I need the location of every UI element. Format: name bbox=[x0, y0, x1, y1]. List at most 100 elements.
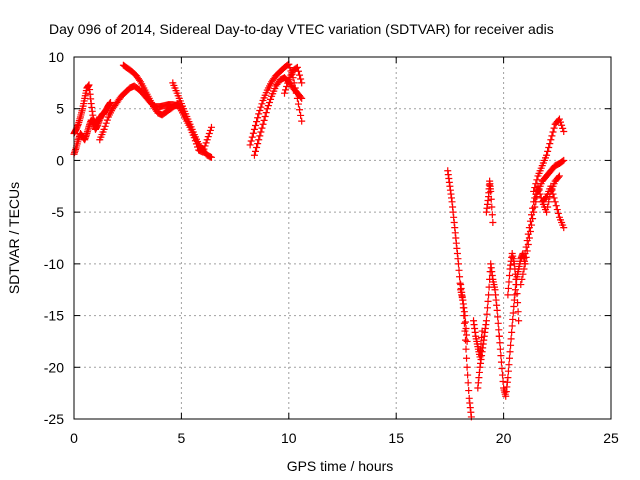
data-point-interp bbox=[559, 157, 567, 165]
data-point bbox=[463, 363, 471, 371]
data-point-interp bbox=[528, 211, 536, 219]
data-point-interp bbox=[509, 315, 517, 323]
data-point-interp bbox=[532, 180, 540, 188]
data-point-interp bbox=[262, 109, 270, 117]
data-point-interp bbox=[553, 206, 561, 214]
data-point bbox=[463, 337, 471, 345]
data-point-interp bbox=[513, 290, 521, 298]
data-point bbox=[543, 151, 551, 159]
data-point bbox=[497, 358, 505, 366]
data-point bbox=[100, 125, 108, 133]
data-point bbox=[506, 348, 514, 356]
data-point bbox=[530, 187, 538, 195]
series-satellite-h bbox=[250, 74, 306, 159]
data-point-interp bbox=[520, 265, 528, 273]
data-point-interp bbox=[464, 371, 472, 379]
data-point bbox=[560, 156, 568, 164]
series-satellite-m bbox=[482, 177, 497, 226]
data-point-interp bbox=[546, 140, 554, 148]
data-point bbox=[515, 317, 523, 325]
data-point-interp bbox=[258, 124, 266, 132]
data-point-interp bbox=[294, 100, 302, 108]
series-satellite-e bbox=[169, 79, 215, 161]
x-tick-label: 0 bbox=[70, 430, 78, 446]
data-point bbox=[551, 198, 559, 206]
y-tick-label: -25 bbox=[44, 411, 64, 427]
data-point-interp bbox=[257, 128, 265, 136]
data-point bbox=[255, 136, 263, 144]
series-satellite-j bbox=[444, 167, 475, 421]
series-satellite-f bbox=[173, 100, 215, 156]
data-point bbox=[517, 281, 525, 289]
y-axis-label: SDTVAR / TECUs bbox=[6, 182, 22, 294]
data-point bbox=[530, 198, 538, 206]
data-point bbox=[207, 123, 215, 131]
data-point-interp bbox=[518, 275, 526, 283]
x-tick-label: 25 bbox=[603, 430, 619, 446]
data-point-interp bbox=[550, 194, 558, 202]
data-point bbox=[298, 79, 306, 87]
data-point-interp bbox=[504, 284, 512, 292]
data-point-interp bbox=[257, 103, 265, 111]
data-point-interp bbox=[498, 365, 506, 373]
data-point-interp bbox=[296, 106, 304, 114]
data-point-interp bbox=[296, 71, 304, 79]
data-point bbox=[476, 353, 484, 361]
data-point-interp bbox=[558, 121, 566, 129]
data-point-interp bbox=[477, 346, 485, 354]
data-point-interp bbox=[505, 278, 513, 286]
data-point-interp bbox=[507, 341, 515, 349]
data-point-interp bbox=[524, 230, 532, 238]
data-point-interp bbox=[461, 336, 469, 344]
data-point-interp bbox=[253, 118, 261, 126]
data-point-interp bbox=[194, 143, 202, 151]
data-point-interp bbox=[509, 309, 517, 317]
data-point-interp bbox=[499, 378, 507, 386]
data-point bbox=[250, 125, 258, 133]
data-point-interp bbox=[483, 304, 491, 312]
data-point-interp bbox=[497, 352, 505, 360]
data-point bbox=[96, 113, 104, 121]
data-point bbox=[521, 260, 529, 268]
data-point-interp bbox=[526, 217, 534, 225]
data-point bbox=[547, 136, 555, 144]
data-point-interp bbox=[483, 310, 491, 318]
data-point bbox=[485, 291, 493, 299]
data-point-interp bbox=[484, 297, 492, 305]
data-point-interp bbox=[204, 133, 212, 141]
data-point bbox=[293, 63, 301, 71]
data-point-interp bbox=[201, 142, 209, 150]
data-point bbox=[298, 94, 306, 102]
gridlines bbox=[74, 57, 611, 419]
data-points bbox=[70, 60, 568, 421]
data-point bbox=[489, 218, 497, 226]
data-point-interp bbox=[546, 193, 554, 201]
series-satellite-p bbox=[504, 250, 523, 325]
y-tick-label: 10 bbox=[48, 49, 64, 65]
data-point-interp bbox=[200, 145, 208, 153]
x-axis-label: GPS time / hours bbox=[287, 458, 394, 474]
data-point bbox=[478, 327, 486, 335]
data-point-interp bbox=[463, 331, 471, 339]
series-satellite-n bbox=[470, 317, 486, 361]
data-point bbox=[525, 224, 533, 232]
data-point-interp bbox=[256, 107, 264, 115]
data-point bbox=[504, 374, 512, 382]
data-point bbox=[246, 141, 254, 149]
data-point-interp bbox=[514, 299, 522, 307]
data-point-interp bbox=[550, 124, 558, 132]
data-point-interp bbox=[267, 95, 275, 103]
data-point bbox=[298, 117, 306, 125]
data-point bbox=[107, 99, 115, 107]
data-point-interp bbox=[496, 339, 504, 347]
data-point-interp bbox=[522, 243, 530, 251]
data-point-interp bbox=[531, 194, 539, 202]
data-point-interp bbox=[510, 303, 518, 311]
data-point-interp bbox=[248, 133, 256, 141]
series-satellite-t bbox=[538, 172, 563, 216]
data-point-interp bbox=[297, 111, 305, 119]
data-point-interp bbox=[505, 361, 513, 369]
data-point bbox=[504, 291, 512, 299]
data-point-interp bbox=[260, 116, 268, 124]
